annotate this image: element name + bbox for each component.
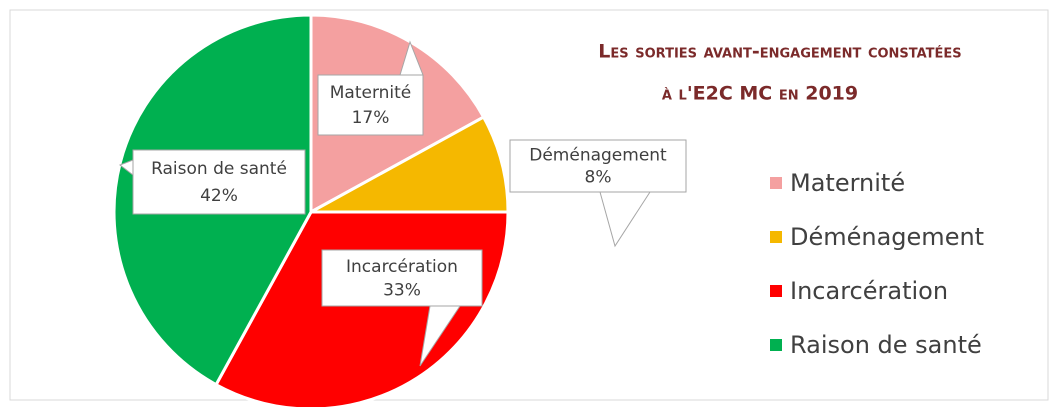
data-label-name: Incarcération [346, 257, 458, 277]
legend-label: Raison de santé [790, 331, 982, 359]
callout-pointer [419, 305, 461, 367]
data-label-name: Raison de santé [151, 159, 287, 179]
callout-pointer [399, 40, 424, 76]
callout-box [317, 74, 424, 136]
legend-swatch [770, 231, 782, 243]
data-label-name: Maternité [330, 83, 412, 103]
data-label-value: 33% [383, 280, 421, 300]
data-label-name: Déménagement [529, 146, 667, 166]
callout-box [132, 149, 306, 215]
chart-title: Les sorties avant-engagement constatées [598, 41, 961, 63]
legend-label: Déménagement [790, 223, 984, 251]
legend-swatch [770, 285, 782, 297]
legend-swatch [770, 177, 782, 189]
callout-pointer [118, 159, 134, 177]
callout-pointer [599, 191, 651, 248]
callout-box [509, 139, 687, 193]
data-label-value: 17% [352, 108, 390, 128]
data-label-value: 8% [585, 167, 612, 187]
legend-swatch [770, 339, 782, 351]
legend-label: Incarcération [790, 277, 948, 305]
data-label-value: 42% [200, 186, 238, 206]
legend-label: Maternité [790, 169, 905, 197]
pie-slice [310, 115, 510, 214]
chart-title: à l'E2C MC en 2019 [662, 83, 858, 105]
callout-box [321, 249, 483, 307]
